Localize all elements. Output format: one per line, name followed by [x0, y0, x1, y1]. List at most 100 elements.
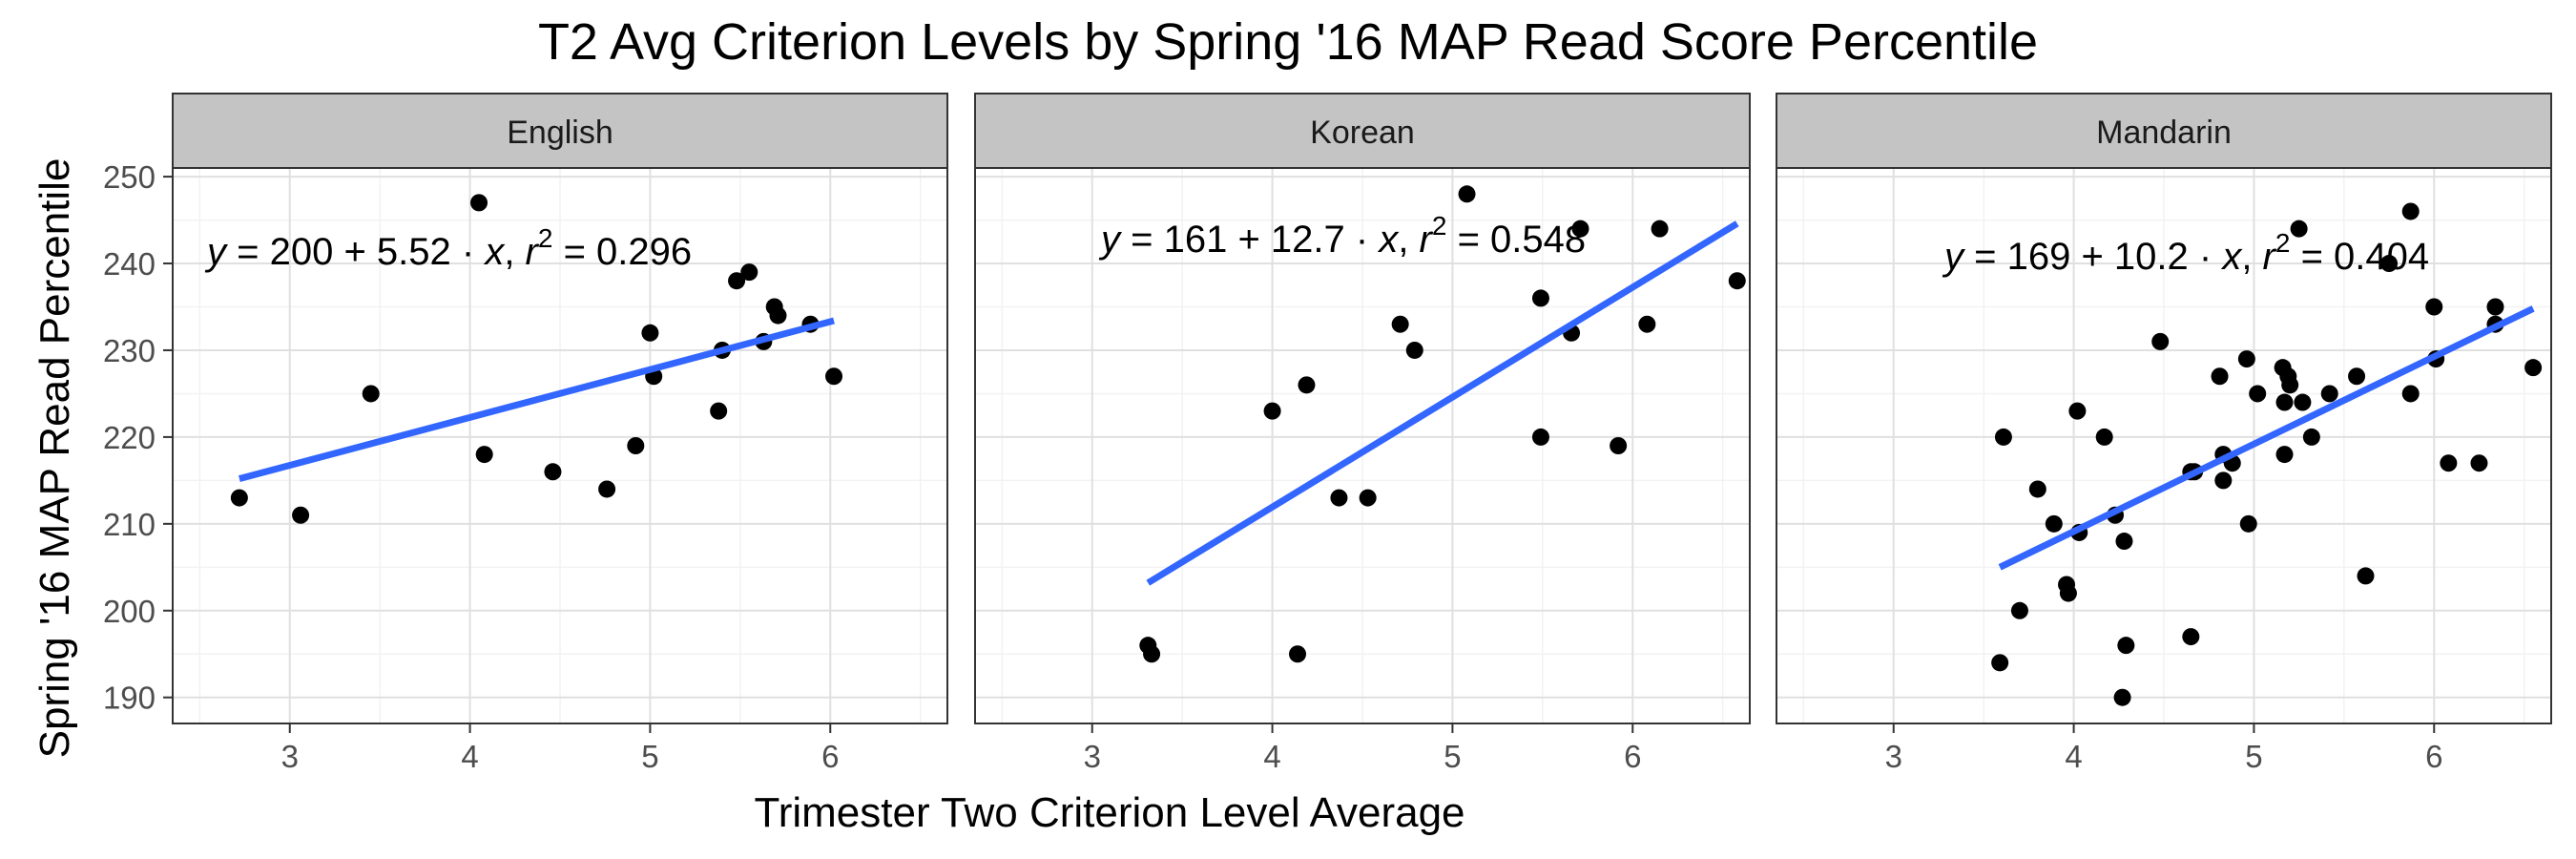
panel-border: [172, 167, 948, 724]
data-point: [2348, 367, 2366, 386]
x-tick-label: 5: [2245, 739, 2262, 774]
x-tick-label: 5: [1444, 739, 1461, 774]
regression-equation: y = 161 + 12.7 · x, r2 = 0.548: [1098, 211, 1586, 261]
panels: 190 200 210 220 230 240 250 English y = 200 + 5.…: [103, 93, 2552, 774]
panel-strip-label: Mandarin: [2096, 115, 2232, 151]
data-point: [2320, 385, 2338, 403]
panel-strip: [974, 93, 1751, 169]
data-point: [1330, 489, 1348, 507]
panel-mandarin: Mandarin y = 169 + 10.2 · x, r2 = 0.404 3 4…: [1776, 93, 2552, 774]
panel-strip-label: English: [507, 115, 613, 151]
data-point: [2115, 533, 2133, 551]
data-point: [2281, 376, 2299, 394]
data-point: [2211, 367, 2229, 386]
data-point: [2151, 332, 2170, 350]
data-point: [2440, 454, 2458, 472]
y-tick-label: 230: [103, 333, 156, 368]
y-axis-label: Spring '16 MAP Read Percentile: [31, 158, 78, 759]
data-point: [2401, 385, 2420, 403]
panel-korean: Korean y = 161 + 12.7 · x, r2 = 0.548 3 4 5 6: [974, 93, 1751, 774]
data-point: [362, 385, 380, 403]
data-point: [2302, 428, 2320, 446]
data-point: [2294, 393, 2312, 411]
data-point: [292, 506, 310, 524]
data-point: [2486, 298, 2504, 316]
data-point: [2290, 220, 2308, 238]
data-point: [2524, 359, 2543, 377]
data-point: [1991, 654, 2009, 672]
panel-border: [1776, 167, 2552, 724]
data-point: [1263, 402, 1281, 420]
data-point: [1994, 428, 2012, 446]
data-point: [230, 489, 248, 507]
data-point: [1531, 289, 1549, 307]
data-point: [1531, 428, 1549, 446]
data-point: [710, 402, 728, 420]
data-point: [1458, 185, 1476, 203]
data-point: [627, 437, 645, 454]
panel-strip-label: Korean: [1310, 115, 1415, 151]
data-point: [1571, 220, 1589, 238]
x-tick-label: 3: [1885, 739, 1902, 774]
data-point: [2010, 601, 2028, 619]
data-point: [769, 306, 787, 325]
data-point: [740, 263, 758, 282]
x-tick-label: 6: [1624, 739, 1641, 774]
data-point: [2028, 480, 2046, 498]
data-point: [2045, 514, 2063, 533]
x-tick-label: 4: [2065, 739, 2082, 774]
data-point: [2214, 471, 2233, 490]
data-point: [1651, 220, 1669, 238]
data-point: [1405, 341, 1423, 359]
x-tick-label: 4: [1263, 739, 1280, 774]
panel-strip: [1776, 93, 2552, 169]
data-point: [825, 367, 843, 386]
x-tick-label: 3: [281, 739, 299, 774]
data-point: [2113, 688, 2131, 706]
regression-equation: y = 169 + 10.2 · x, r2 = 0.404: [1942, 228, 2429, 278]
data-point: [1298, 376, 1316, 394]
data-point: [1143, 645, 1161, 663]
y-tick-label: 210: [103, 507, 156, 542]
data-point: [2249, 385, 2267, 403]
data-point: [1391, 315, 1409, 333]
data-point: [2275, 446, 2294, 464]
data-point: [470, 194, 488, 212]
data-point: [2470, 454, 2488, 472]
chart-title: T2 Avg Criterion Levels by Spring '16 MA…: [538, 13, 2038, 71]
y-tick-label: 220: [103, 420, 156, 455]
data-point: [2237, 350, 2255, 368]
data-point: [2425, 298, 2443, 316]
data-point: [728, 272, 746, 290]
y-tick-label: 250: [103, 159, 156, 195]
regression-line: [1146, 220, 1739, 586]
x-tick-label: 6: [2425, 739, 2442, 774]
data-point: [2239, 514, 2257, 533]
data-point: [598, 480, 616, 498]
data-point: [2059, 584, 2077, 602]
data-point: [1610, 437, 1628, 454]
y-tick-label: 240: [103, 246, 156, 282]
panel-english: English y = 200 + 5.52 · x, r2 = 0.296 3 4 5…: [172, 93, 948, 774]
data-point: [2117, 637, 2135, 655]
y-tick-label: 190: [103, 681, 156, 716]
y-tick-label: 200: [103, 594, 156, 629]
data-point: [2357, 567, 2375, 585]
data-point: [2182, 628, 2200, 646]
data-point: [2275, 393, 2294, 411]
x-tick-label: 3: [1084, 739, 1101, 774]
data-point: [1638, 315, 1656, 333]
data-point: [475, 446, 493, 464]
x-tick-label: 4: [461, 739, 478, 774]
data-point: [1728, 272, 1746, 290]
x-tick-label: 5: [641, 739, 658, 774]
data-point: [2095, 428, 2113, 446]
data-point: [2068, 402, 2087, 420]
data-point: [1359, 489, 1377, 507]
panel-border: [974, 167, 1751, 724]
data-point: [641, 324, 659, 342]
data-point: [2380, 255, 2399, 273]
data-point: [1289, 645, 1307, 663]
data-point: [544, 463, 562, 481]
